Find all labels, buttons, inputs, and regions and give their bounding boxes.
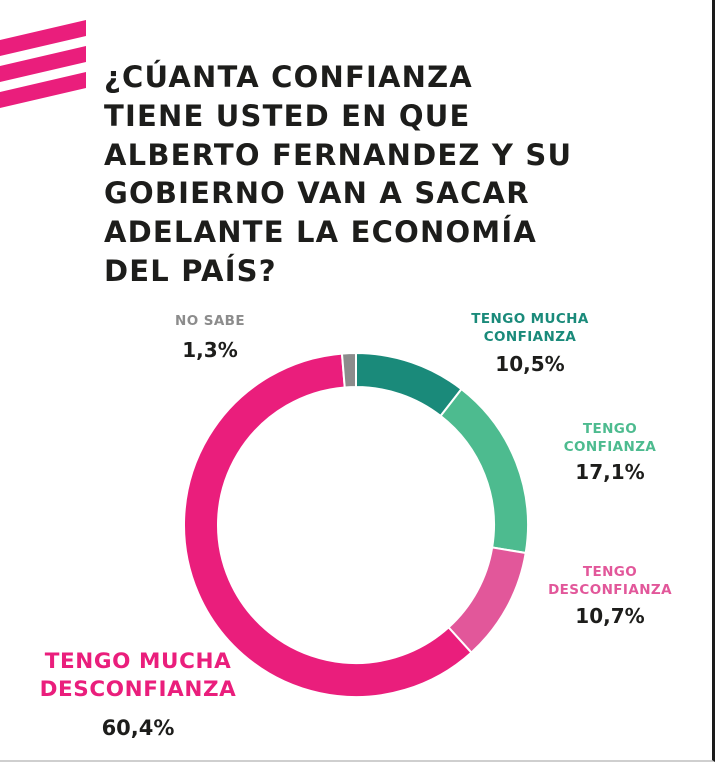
slice-value-no-sabe: 1,3% xyxy=(182,338,238,362)
slice-label-mucha-confianza: TENGO MUCHA CONFIANZA xyxy=(471,311,589,345)
brand-logo-icon xyxy=(0,20,86,108)
chart-title: ¿CÚANTA CONFIANZA TIENE USTED EN QUE ALB… xyxy=(104,60,573,288)
slice-mucha-desconfianza xyxy=(183,352,473,698)
slice-label-confianza: TENGO CONFIANZA xyxy=(563,421,657,455)
slice-no-sabe xyxy=(340,351,357,389)
slice-label-no-sabe: NO SABE xyxy=(175,313,245,329)
slice-value-confianza: 17,1% xyxy=(575,460,645,484)
slice-label-mucha-desconfianza: TENGO MUCHA DESCONFIANZA xyxy=(39,649,237,702)
slice-value-mucha-confianza: 10,5% xyxy=(495,352,565,376)
slice-value-mucha-desconfianza: 60,4% xyxy=(101,716,175,740)
slice-confianza xyxy=(439,387,529,555)
slice-label-desconfianza: TENGO DESCONFIANZA xyxy=(548,564,672,598)
slice-value-desconfianza: 10,7% xyxy=(575,604,645,628)
